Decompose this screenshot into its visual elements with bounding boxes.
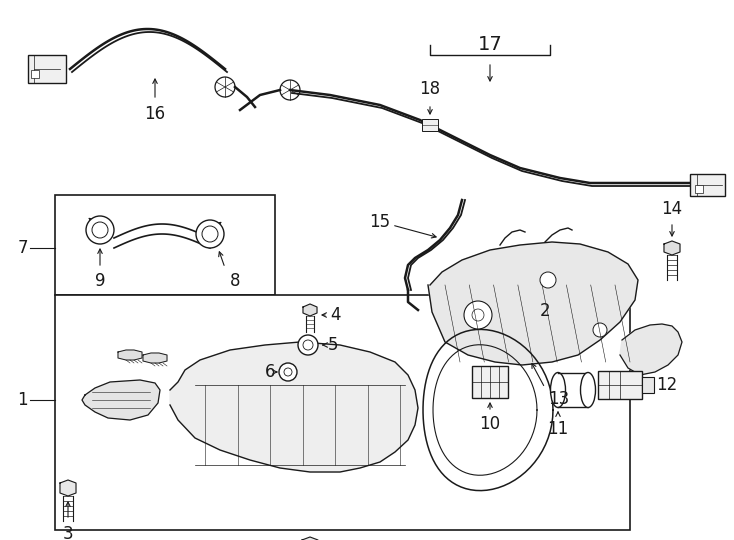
Polygon shape xyxy=(143,353,167,363)
Circle shape xyxy=(298,335,318,355)
Text: 6: 6 xyxy=(264,363,275,381)
Circle shape xyxy=(593,323,607,337)
Polygon shape xyxy=(303,304,317,316)
Circle shape xyxy=(215,77,235,97)
Circle shape xyxy=(280,80,300,100)
Bar xyxy=(598,371,642,399)
Bar xyxy=(695,185,703,193)
Circle shape xyxy=(464,301,492,329)
Text: 2: 2 xyxy=(540,302,550,320)
Circle shape xyxy=(279,363,297,381)
Text: 15: 15 xyxy=(369,213,390,231)
Text: 5: 5 xyxy=(328,336,338,354)
Text: 13: 13 xyxy=(548,390,570,408)
Ellipse shape xyxy=(581,373,595,408)
Circle shape xyxy=(92,222,108,238)
Text: 3: 3 xyxy=(62,525,73,540)
Bar xyxy=(28,55,66,83)
Circle shape xyxy=(86,216,114,244)
Circle shape xyxy=(472,309,484,321)
Text: 11: 11 xyxy=(548,420,569,438)
Bar xyxy=(55,295,630,530)
Text: 1: 1 xyxy=(18,391,28,409)
Polygon shape xyxy=(302,537,318,540)
Text: 9: 9 xyxy=(95,272,105,290)
Bar xyxy=(31,70,39,78)
Text: 12: 12 xyxy=(656,376,677,394)
Circle shape xyxy=(196,220,224,248)
Bar xyxy=(642,377,654,393)
Text: 10: 10 xyxy=(479,415,501,433)
Bar xyxy=(55,195,275,295)
Text: 16: 16 xyxy=(145,105,166,123)
Circle shape xyxy=(540,272,556,288)
Circle shape xyxy=(202,226,218,242)
Polygon shape xyxy=(170,342,418,472)
Circle shape xyxy=(284,368,292,376)
Text: 7: 7 xyxy=(18,239,28,257)
Text: 17: 17 xyxy=(478,35,502,54)
Text: 14: 14 xyxy=(661,200,683,218)
Polygon shape xyxy=(82,380,160,420)
Text: 4: 4 xyxy=(330,306,341,324)
Bar xyxy=(690,174,725,196)
Bar xyxy=(472,366,508,398)
Polygon shape xyxy=(60,480,76,496)
Circle shape xyxy=(303,340,313,350)
Polygon shape xyxy=(428,242,638,365)
Polygon shape xyxy=(664,241,680,255)
Ellipse shape xyxy=(550,373,565,408)
Bar xyxy=(422,119,438,131)
Polygon shape xyxy=(620,324,682,375)
Text: 8: 8 xyxy=(230,272,240,290)
Text: 18: 18 xyxy=(419,80,440,98)
Polygon shape xyxy=(118,350,142,360)
